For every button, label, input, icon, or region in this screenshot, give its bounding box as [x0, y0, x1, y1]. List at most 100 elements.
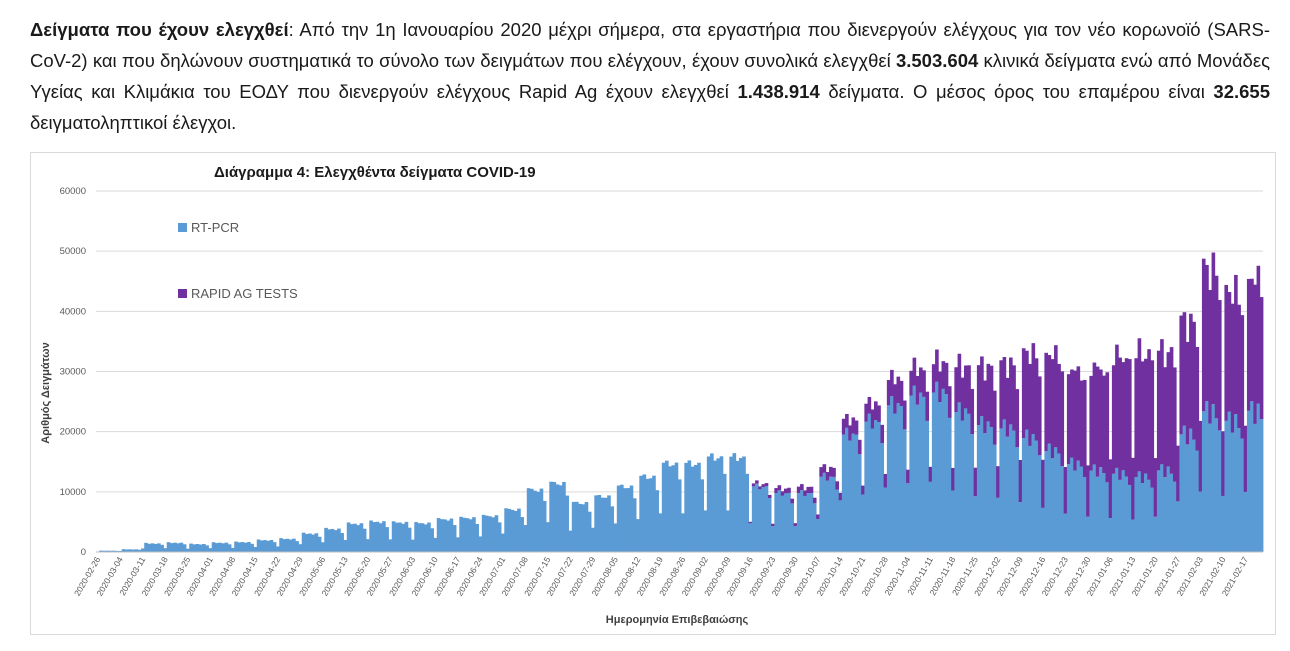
bar-rt-pcr — [1095, 476, 1100, 552]
bar-rt-pcr — [726, 510, 730, 552]
bar-rt-pcr — [610, 506, 614, 552]
bar-rt-pcr — [838, 500, 843, 552]
bar-rt-pcr — [497, 522, 502, 552]
bar-rt-pcr — [247, 541, 251, 552]
bar-rapid-ag — [1166, 352, 1171, 467]
bar-rapid-ag — [1256, 265, 1261, 404]
bar-rapid-ag — [1172, 367, 1177, 482]
bar-rapid-ag — [1176, 445, 1180, 502]
bar-rapid-ag — [1217, 300, 1222, 431]
y-tick-label: 60000 — [60, 186, 86, 197]
bar-rapid-ag — [899, 380, 904, 407]
bar-rt-pcr — [632, 498, 637, 552]
bar-rt-pcr — [745, 473, 750, 552]
bar-rt-pcr — [459, 516, 463, 552]
y-tick-label: 20000 — [60, 427, 86, 438]
bar-rapid-ag — [1070, 369, 1074, 458]
bar-rt-pcr — [764, 486, 769, 552]
bar-rapid-ag — [1140, 361, 1145, 484]
bar-rt-pcr — [231, 547, 235, 552]
bar-rt-pcr — [809, 493, 814, 552]
bar-rt-pcr — [999, 428, 1003, 552]
bar-rt-pcr — [919, 392, 923, 552]
bar-rt-pcr — [1108, 518, 1113, 552]
bar-rt-pcr — [340, 533, 344, 552]
bar-rt-pcr — [980, 416, 984, 552]
bar-rt-pcr — [157, 543, 161, 552]
bar-rapid-ag — [1095, 366, 1100, 477]
bar-rapid-ag — [1131, 457, 1135, 520]
bar-rapid-ag — [970, 388, 975, 435]
bar-rapid-ag — [861, 485, 865, 495]
bar-rapid-ag — [922, 370, 926, 397]
bar-rt-pcr — [729, 456, 733, 552]
bar-rapid-ag — [1047, 355, 1052, 444]
bar-rt-pcr — [1172, 481, 1177, 552]
bar-rt-pcr — [976, 425, 981, 552]
bar-rt-pcr — [494, 515, 499, 552]
bar-rt-pcr — [362, 528, 367, 552]
bar-rt-pcr — [372, 522, 377, 552]
bar-rt-pcr — [163, 548, 168, 552]
bar-rt-pcr — [105, 550, 110, 552]
bar-rt-pcr — [311, 534, 316, 552]
bar-rt-pcr — [1185, 444, 1190, 552]
bar-rt-pcr — [282, 539, 287, 552]
bar-rt-pcr — [150, 543, 155, 552]
bar-rt-pcr — [828, 476, 833, 552]
bar-rt-pcr — [854, 434, 859, 552]
bar-rapid-ag — [1009, 357, 1013, 425]
bar-rt-pcr — [902, 429, 907, 552]
bar-rapid-ag — [761, 484, 766, 488]
paragraph-text-1: Από την 1η Ιανουαρίου 2020 μέχρι σήμερα,… — [30, 19, 1270, 71]
bar-rt-pcr — [645, 478, 650, 552]
bar-rt-pcr — [102, 550, 107, 552]
bar-rapid-ag — [886, 379, 891, 406]
bar-rt-pcr — [295, 541, 299, 552]
bar-rt-pcr — [1002, 419, 1007, 552]
bar-rt-pcr — [668, 466, 672, 552]
bar-rt-pcr — [520, 517, 524, 552]
bar-rt-pcr — [112, 550, 116, 552]
bar-rt-pcr — [401, 523, 406, 552]
bar-rt-pcr — [1179, 434, 1184, 552]
bar-rt-pcr — [1205, 401, 1209, 552]
bar-rt-pcr — [893, 413, 897, 552]
bar-rt-pcr — [896, 403, 901, 552]
bar-rt-pcr — [1259, 419, 1264, 552]
bar-rt-pcr — [169, 543, 174, 552]
bar-rt-pcr — [388, 539, 393, 552]
bar-rapid-ag — [816, 514, 820, 519]
bar-rt-pcr — [735, 460, 740, 552]
bar-rt-pcr — [935, 381, 939, 552]
bar-rapid-ag — [1253, 284, 1257, 424]
bar-rt-pcr — [960, 420, 965, 552]
bar-rapid-ag — [902, 400, 907, 430]
bar-rt-pcr — [343, 539, 348, 552]
bar-rt-pcr — [742, 456, 746, 552]
bar-rt-pcr — [243, 542, 248, 552]
bar-rt-pcr — [1192, 439, 1196, 552]
bar-rt-pcr — [324, 527, 328, 552]
bar-rt-pcr — [1089, 470, 1094, 552]
bar-rt-pcr — [1195, 450, 1200, 552]
bar-rt-pcr — [404, 521, 409, 552]
bar-rt-pcr — [1070, 457, 1074, 552]
legend-label-rapid-ag: RAPID AG TESTS — [191, 286, 298, 301]
bar-rapid-ag — [751, 483, 756, 487]
bar-rt-pcr — [359, 523, 364, 552]
bar-rapid-ag — [771, 523, 775, 527]
bar-rt-pcr — [713, 460, 717, 552]
bar-rt-pcr — [308, 533, 312, 552]
bar-rt-pcr — [263, 540, 267, 552]
bar-rapid-ag — [999, 360, 1003, 429]
paragraph-heading: Δείγματα που έχουν ελεγχθεί — [30, 19, 289, 40]
bar-rapid-ag — [967, 365, 971, 414]
bar-rt-pcr — [179, 542, 184, 552]
y-tick-label: 40000 — [60, 306, 86, 317]
bar-rt-pcr — [790, 503, 795, 552]
y-tick-label: 10000 — [60, 487, 86, 498]
bar-rt-pcr — [983, 433, 987, 552]
bar-rt-pcr — [767, 498, 772, 552]
bar-rt-pcr — [957, 402, 962, 552]
